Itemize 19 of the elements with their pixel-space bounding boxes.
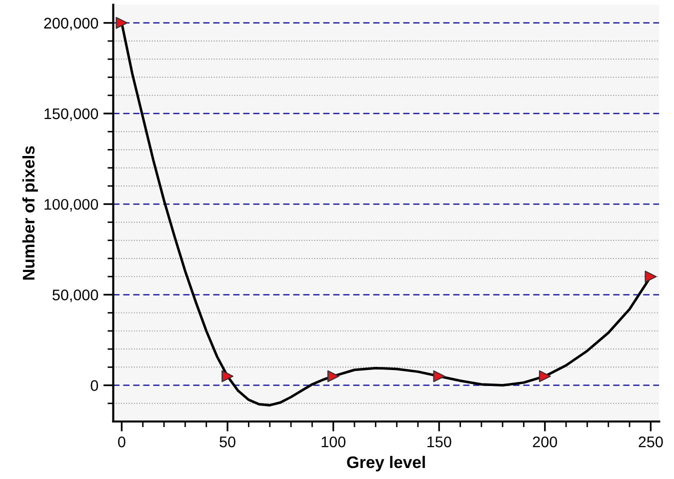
y-tick-label: 50,000 xyxy=(52,290,98,302)
y-axis-title: Number of pixels xyxy=(22,146,38,280)
x-tick-label: 200 xyxy=(532,436,558,448)
point xyxy=(327,370,340,382)
y-tick-label: 150,000 xyxy=(44,108,98,121)
y-tick-label: 0 xyxy=(90,380,98,391)
point xyxy=(116,16,128,29)
x-tick-label: 100 xyxy=(322,436,346,448)
x-tick-label: 250 xyxy=(638,436,663,448)
point xyxy=(222,370,234,382)
x-tick-label: 150 xyxy=(428,436,452,448)
y-tick-label: 200,000 xyxy=(44,18,98,30)
point xyxy=(538,370,551,382)
x-tick-label: 50 xyxy=(220,436,236,448)
x-axis-title: Grey level xyxy=(347,456,425,472)
x-tick-label: 0 xyxy=(118,436,126,448)
point xyxy=(644,270,657,283)
point xyxy=(433,370,446,382)
y-tick-label: 100,000 xyxy=(44,198,98,212)
